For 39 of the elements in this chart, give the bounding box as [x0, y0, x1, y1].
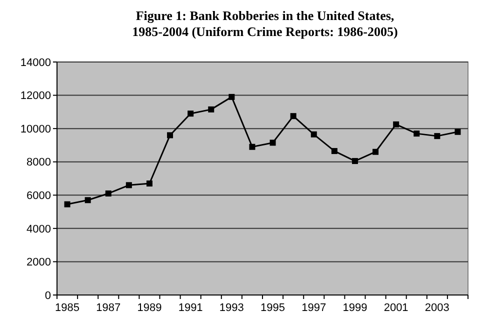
- point: [146, 180, 152, 186]
- point: [414, 130, 420, 137]
- point: [331, 148, 338, 154]
- y-tick-label: 0: [44, 290, 51, 302]
- chart-title: Figure 1: Bank Robberies in the United States, 1985-2004 (Uniform Crime Reports: 1986-2005): [132, 8, 398, 39]
- x-tick-label: 1987: [96, 302, 121, 314]
- point: [270, 140, 276, 146]
- point: [310, 131, 317, 138]
- x-tick-label: 1989: [137, 302, 162, 314]
- x-tick-label: 2003: [424, 302, 450, 314]
- point: [105, 190, 112, 196]
- y-tick-label: 14000: [20, 56, 51, 69]
- y-tick-label: 10000: [20, 123, 51, 136]
- y-tick-label: 2000: [26, 256, 51, 269]
- point: [64, 201, 70, 208]
- point: [372, 148, 379, 155]
- x-tick-label: 1999: [342, 302, 368, 314]
- point: [352, 158, 358, 164]
- point: [208, 106, 214, 112]
- point: [393, 121, 400, 128]
- y-tick-label: 8000: [26, 156, 51, 169]
- point: [167, 132, 174, 138]
- x-tick-label: 1997: [302, 302, 326, 314]
- point: [84, 197, 91, 204]
- x-tick-label: 2001: [384, 302, 408, 314]
- y-tick-label: 12000: [20, 90, 51, 102]
- point: [454, 128, 461, 135]
- y-tick-label: 4000: [26, 223, 51, 236]
- point: [290, 113, 296, 120]
- x-tick-label: 1985: [55, 302, 80, 314]
- point: [434, 133, 440, 140]
- x-tick-label: 1991: [178, 302, 203, 314]
- y-tick-label: 6000: [26, 190, 51, 202]
- point: [126, 182, 132, 188]
- x-tick-label: 1993: [219, 302, 244, 314]
- point: [249, 144, 256, 150]
- point: [228, 94, 235, 100]
- x-tick-label: 1995: [260, 302, 286, 314]
- point: [188, 110, 194, 117]
